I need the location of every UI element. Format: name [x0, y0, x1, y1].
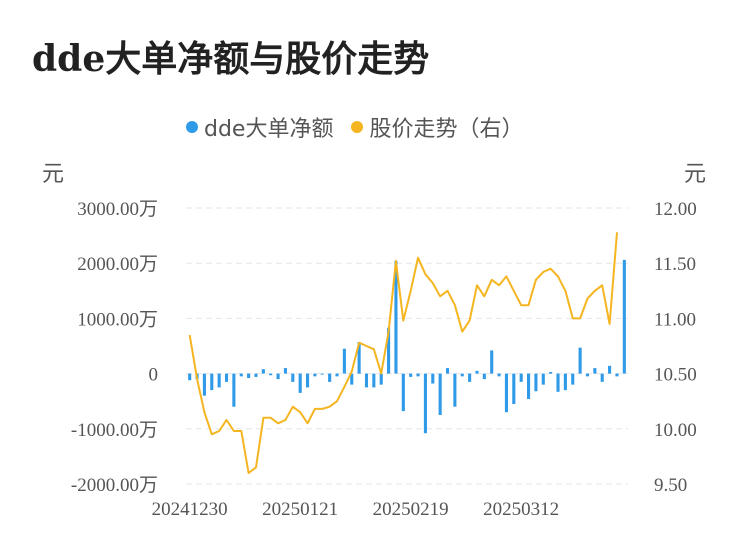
bar	[423, 373, 427, 434]
bar	[291, 373, 295, 382]
y-left-tick-label: 0	[149, 365, 159, 386]
bar	[460, 373, 464, 377]
bar	[608, 365, 612, 374]
y-left-tick-label: 2000.00万	[77, 254, 158, 275]
price-line	[188, 232, 618, 474]
x-tick-label: 20250219	[373, 499, 449, 520]
y-left-tick-label: -2000.00万	[71, 475, 158, 496]
bar	[600, 373, 604, 382]
y-right-tick-label: 11.00	[654, 309, 696, 330]
bar	[210, 373, 214, 391]
bar	[239, 373, 243, 377]
bar	[372, 373, 376, 388]
bar	[232, 373, 236, 407]
bar	[283, 368, 287, 374]
bar	[622, 259, 626, 374]
bar	[328, 373, 332, 382]
bar	[416, 373, 420, 377]
bar	[490, 350, 494, 374]
chart-title: dde大单净额与股价走势	[32, 38, 430, 80]
bar	[350, 373, 354, 385]
bar	[342, 348, 346, 374]
x-tick-label: 20241230	[152, 499, 228, 520]
bar	[247, 373, 251, 379]
bar	[468, 373, 472, 382]
bar	[585, 373, 590, 377]
bar	[394, 260, 398, 374]
bar	[578, 347, 582, 374]
bar	[409, 373, 413, 377]
legend-item-price[interactable]: 股价走势（右）	[351, 111, 523, 143]
bar	[276, 373, 280, 380]
bar	[387, 327, 391, 374]
bar	[357, 342, 361, 374]
bar	[313, 373, 317, 377]
y-right-tick-label: 12.00	[654, 199, 697, 220]
bar	[549, 371, 553, 374]
legend-dot-price	[351, 121, 364, 133]
legend-label-dde: dde大单净额	[204, 117, 334, 142]
y-right-tick-label: 10.00	[654, 420, 697, 441]
legend: dde大单净额 股价走势（右）	[186, 111, 541, 143]
bar	[445, 368, 450, 374]
bar	[335, 373, 339, 377]
bar	[475, 370, 479, 374]
bar	[306, 373, 310, 388]
bar	[482, 373, 486, 380]
bar	[269, 373, 273, 376]
bar	[254, 373, 258, 377]
bar	[541, 373, 545, 385]
bar	[527, 373, 531, 399]
left-axis-unit: 元	[42, 162, 65, 187]
bar	[188, 373, 192, 381]
bar	[571, 373, 575, 385]
bar	[217, 373, 221, 388]
bar	[320, 373, 324, 375]
legend-label-price: 股价走势（右）	[369, 117, 524, 142]
bar	[556, 373, 560, 392]
bar	[364, 373, 369, 388]
legend-item-dde[interactable]: dde大单净额	[186, 111, 333, 143]
bar	[379, 373, 383, 385]
x-tick-label: 20250312	[483, 499, 559, 520]
bar	[224, 373, 229, 382]
bar	[431, 373, 435, 384]
y-left-tick-label: -1000.00万	[71, 420, 158, 441]
bar	[453, 373, 457, 407]
bar	[401, 373, 405, 412]
y-left-tick-label: 1000.00万	[77, 309, 158, 330]
bar	[512, 373, 516, 404]
bar	[298, 373, 302, 393]
bar	[202, 373, 206, 396]
bar	[593, 368, 597, 374]
bar	[615, 373, 619, 377]
bar	[261, 369, 265, 374]
y-right-tick-label: 11.50	[654, 254, 696, 275]
bar	[497, 373, 501, 377]
bar	[534, 373, 538, 392]
bar	[563, 373, 567, 391]
y-right-tick-label: 10.50	[654, 365, 697, 386]
right-axis-unit: 元	[684, 162, 707, 187]
bar	[504, 373, 508, 413]
legend-dot-dde	[186, 121, 198, 133]
x-tick-label: 20250121	[262, 499, 338, 520]
y-right-tick-label: 9.50	[654, 475, 687, 496]
y-left-tick-label: 3000.00万	[77, 199, 158, 220]
bar	[438, 373, 442, 415]
bar	[519, 373, 523, 382]
